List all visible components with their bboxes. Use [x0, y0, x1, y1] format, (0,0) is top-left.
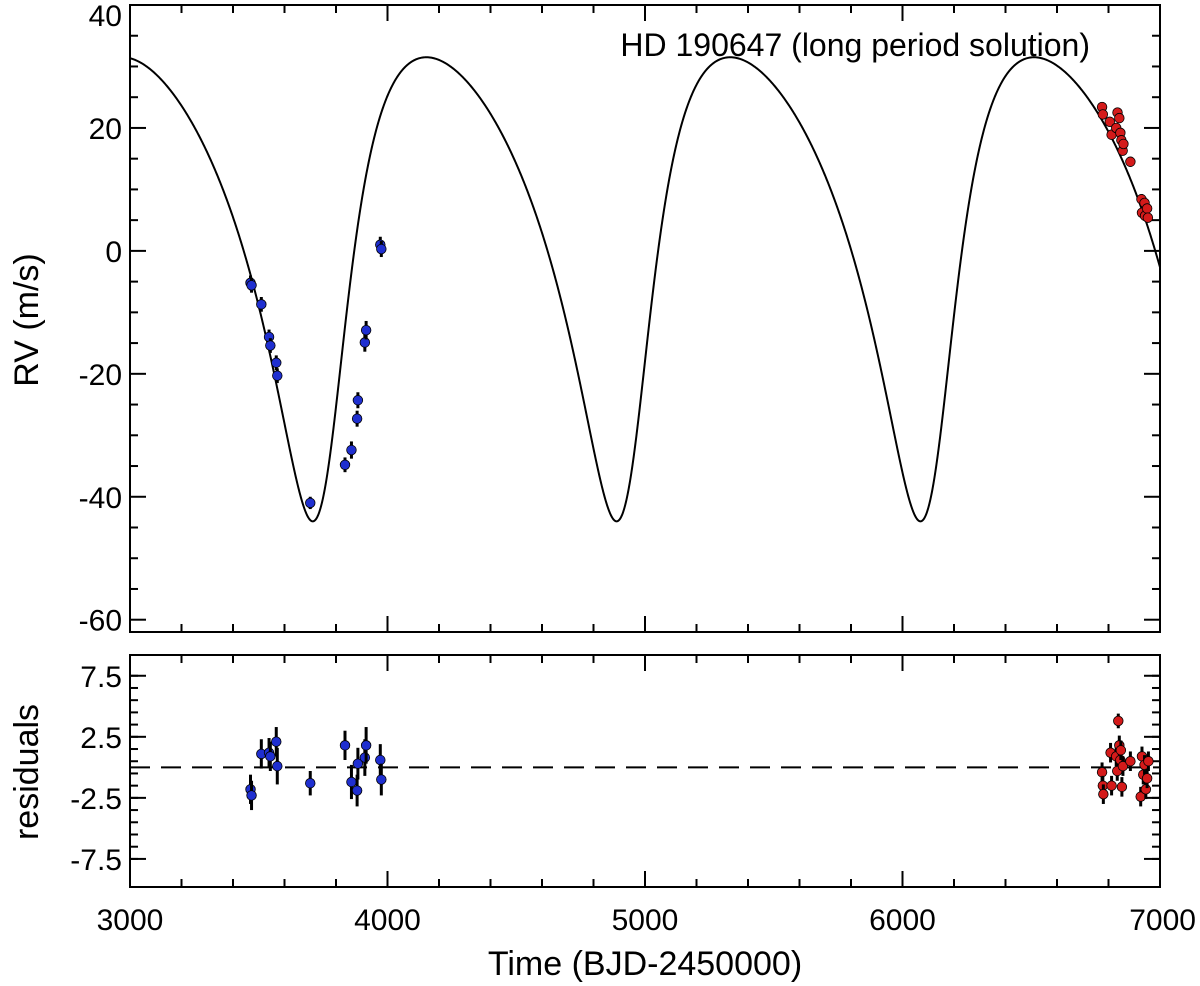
x-axis-label: Time (BJD-2450000): [488, 945, 802, 983]
rv-point-blue: [352, 395, 364, 406]
rv-panel: 40 20 0 -20 -40 -60 HD 190647 (long period so…: [8, 0, 1161, 638]
residuals-panel: 7.5 2.5 -2.5 -7.5 3000 4000 5000 6000 7000 resi…: [8, 654, 1196, 983]
rv-data-points: [245, 101, 1154, 510]
rv-point-blue: [351, 413, 363, 424]
rv-point-red: [1097, 109, 1109, 120]
residual-point-red: [1098, 789, 1109, 800]
residual-point-blue: [339, 740, 351, 751]
rv-y-tick-label: 0: [105, 236, 122, 269]
keplerian-model-curve-group: [129, 56, 1161, 523]
rv-y-tick-labels: 40 20 0 -20 -40 -60: [79, 0, 122, 638]
residual-point-blue: [272, 760, 283, 772]
residual-point-blue: [265, 751, 276, 762]
rv-point-red: [1141, 203, 1153, 214]
residual-point-red: [1115, 745, 1127, 756]
rv-y-tick-label: 40: [89, 0, 122, 33]
rv-point-blue: [271, 357, 282, 368]
rv-point-red: [1142, 212, 1154, 223]
rv-point-blue: [256, 299, 267, 310]
residual-point-red: [1141, 773, 1153, 784]
residuals-tick-marks: [129, 655, 1161, 887]
residual-point-blue: [346, 776, 357, 788]
rv-point-red: [1114, 112, 1125, 124]
rv-y-tick-label: -20: [79, 359, 122, 392]
residual-point-red: [1096, 767, 1108, 778]
rv-point-blue: [272, 370, 283, 381]
residuals-y-tick-label: 7.5: [80, 661, 122, 694]
residual-point-red: [1113, 715, 1124, 727]
residual-point-blue: [351, 785, 363, 796]
rv-y-tick-label: 20: [89, 113, 122, 146]
rv-point-red: [1125, 156, 1136, 167]
residual-point-blue: [375, 754, 386, 766]
x-tick-label: 3000: [97, 904, 164, 937]
x-tick-label: 7000: [1129, 904, 1196, 937]
rv-y-axis-label: RV (m/s): [8, 253, 46, 386]
x-tick-label: 4000: [354, 904, 421, 937]
residuals-y-tick-label: -2.5: [70, 783, 122, 816]
residuals-y-axis-label: residuals: [8, 704, 46, 840]
x-tick-labels: 3000 4000 5000 6000 7000: [97, 904, 1196, 937]
residuals-panel-frame: [129, 654, 1161, 888]
residual-point-red: [1143, 756, 1154, 767]
residual-point-blue: [271, 736, 282, 747]
rv-point-blue: [246, 280, 257, 291]
rv-point-blue: [360, 324, 372, 336]
x-tick-label: 5000: [612, 904, 679, 937]
rv-point-red: [1118, 138, 1129, 150]
rv-point-blue: [265, 340, 276, 351]
residual-point-blue: [246, 790, 257, 801]
rv-tick-marks: [129, 4, 1161, 632]
residual-point-red: [1125, 756, 1136, 767]
chart-title: HD 190647 (long period solution): [620, 27, 1090, 63]
residual-point-red: [1106, 780, 1117, 791]
residuals-y-tick-label: -7.5: [70, 844, 122, 877]
residual-data-points: [245, 713, 1154, 811]
rv-panel-frame: [129, 4, 1161, 633]
rv-point-blue: [339, 459, 351, 471]
residual-point-red: [1116, 781, 1128, 793]
residual-point-red: [1117, 760, 1129, 772]
rv-point-blue: [305, 497, 316, 509]
rv-point-blue: [346, 444, 357, 456]
residuals-y-tick-label: 2.5: [80, 722, 122, 755]
residual-point-blue: [352, 758, 364, 769]
residuals-y-tick-labels: 7.5 2.5 -2.5 -7.5: [70, 661, 122, 877]
rv-y-tick-label: -60: [79, 605, 122, 638]
rv-point-blue: [376, 243, 387, 255]
residual-point-blue: [305, 778, 316, 789]
rv-y-tick-label: -40: [79, 482, 122, 515]
residual-point-blue: [376, 774, 387, 785]
residual-point-blue: [360, 740, 372, 751]
keplerian-model-curve: [129, 56, 1161, 523]
x-tick-label: 6000: [869, 904, 936, 937]
rv-point-red: [1104, 116, 1115, 127]
